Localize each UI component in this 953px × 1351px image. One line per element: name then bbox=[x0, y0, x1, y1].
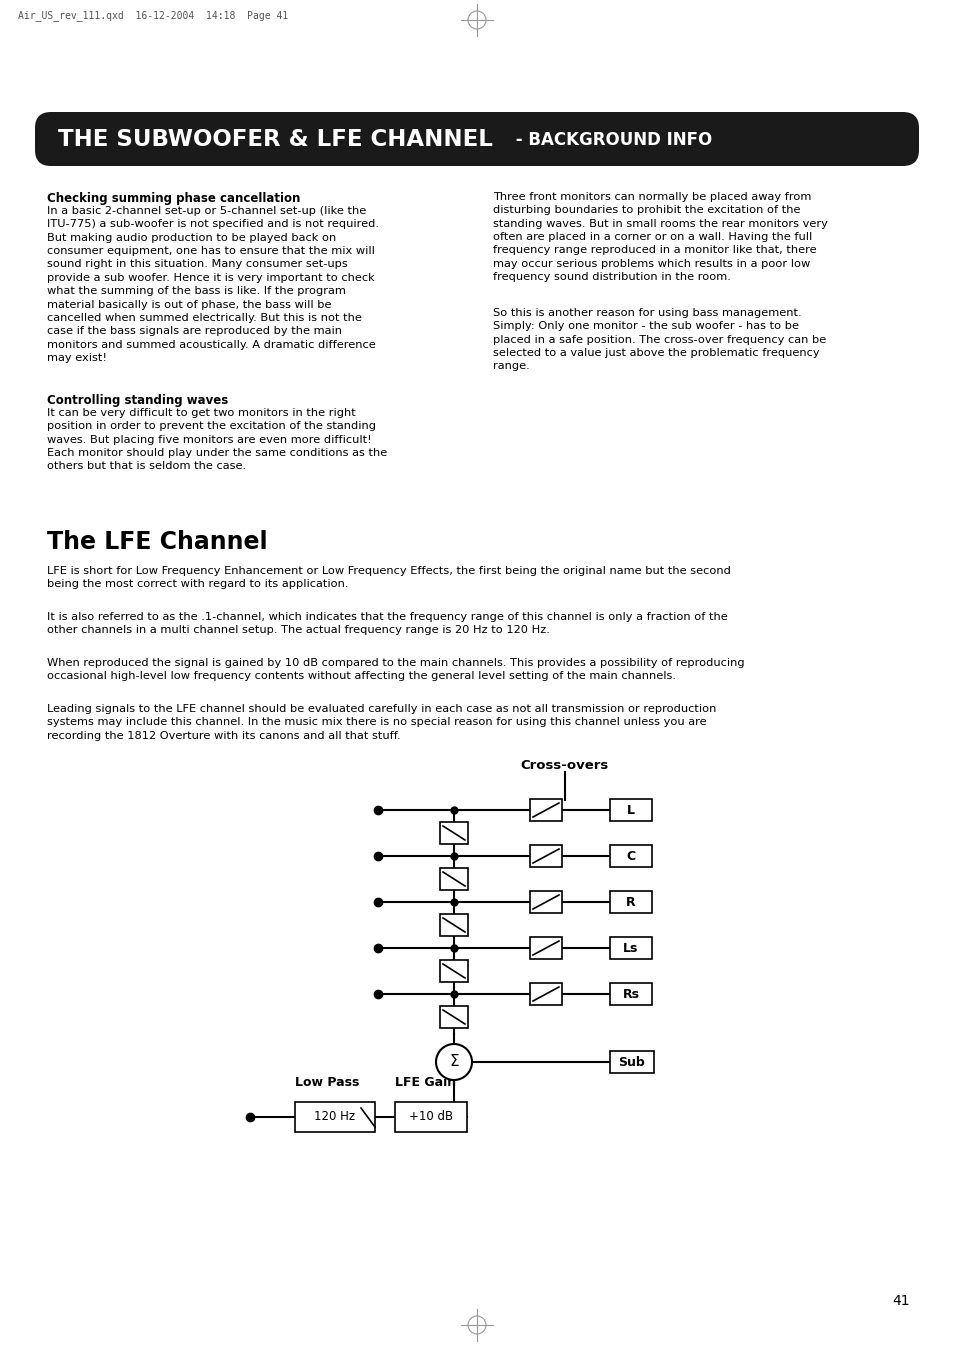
Bar bbox=[609, 798, 651, 821]
Text: The LFE Channel: The LFE Channel bbox=[47, 530, 268, 554]
Text: LFE Gain: LFE Gain bbox=[395, 1075, 456, 1089]
Bar bbox=[395, 1102, 467, 1132]
Text: Leading signals to the LFE channel should be evaluated carefully in each case as: Leading signals to the LFE channel shoul… bbox=[47, 704, 716, 740]
Bar bbox=[530, 938, 561, 959]
Text: When reproduced the signal is gained by 10 dB compared to the main channels. Thi: When reproduced the signal is gained by … bbox=[47, 658, 744, 681]
Text: In a basic 2-channel set-up or 5-channel set-up (like the
ITU-775) a sub-woofer : In a basic 2-channel set-up or 5-channel… bbox=[47, 205, 378, 363]
Bar bbox=[439, 1006, 468, 1028]
Text: Rs: Rs bbox=[622, 988, 639, 1001]
Text: 120 Hz: 120 Hz bbox=[314, 1111, 355, 1124]
Text: Checking summing phase cancellation: Checking summing phase cancellation bbox=[47, 192, 300, 205]
Text: Cross-overs: Cross-overs bbox=[520, 759, 608, 771]
FancyBboxPatch shape bbox=[35, 112, 918, 166]
Bar bbox=[439, 867, 468, 890]
Text: Sub: Sub bbox=[618, 1055, 644, 1069]
Text: C: C bbox=[626, 850, 635, 862]
Bar bbox=[609, 844, 651, 867]
Text: Ls: Ls bbox=[622, 942, 638, 955]
Bar bbox=[609, 984, 651, 1005]
Text: Σ: Σ bbox=[449, 1055, 458, 1070]
Text: LFE is short for Low Frequency Enhancement or Low Frequency Effects, the first b: LFE is short for Low Frequency Enhanceme… bbox=[47, 566, 730, 589]
Bar bbox=[530, 984, 561, 1005]
Circle shape bbox=[436, 1044, 472, 1079]
Text: Controlling standing waves: Controlling standing waves bbox=[47, 394, 228, 407]
Text: R: R bbox=[625, 896, 635, 908]
Text: It is also referred to as the .1-channel, which indicates that the frequency ran: It is also referred to as the .1-channel… bbox=[47, 612, 727, 635]
Bar bbox=[439, 821, 468, 844]
Text: THE SUBWOOFER & LFE CHANNEL: THE SUBWOOFER & LFE CHANNEL bbox=[58, 128, 493, 151]
Text: L: L bbox=[626, 804, 635, 816]
Text: +10 dB: +10 dB bbox=[409, 1111, 453, 1124]
Text: So this is another reason for using bass management.
Simply: Only one monitor - : So this is another reason for using bass… bbox=[493, 308, 825, 372]
Bar bbox=[294, 1102, 375, 1132]
Text: 41: 41 bbox=[891, 1294, 909, 1308]
Bar bbox=[609, 938, 651, 959]
Bar bbox=[609, 1051, 654, 1073]
Text: It can be very difficult to get two monitors in the right
position in order to p: It can be very difficult to get two moni… bbox=[47, 408, 387, 471]
Text: Air_US_rev_111.qxd  16-12-2004  14:18  Page 41: Air_US_rev_111.qxd 16-12-2004 14:18 Page… bbox=[18, 9, 288, 20]
Bar bbox=[439, 915, 468, 936]
Bar bbox=[530, 892, 561, 913]
Bar bbox=[530, 798, 561, 821]
Bar bbox=[530, 844, 561, 867]
Bar bbox=[439, 961, 468, 982]
Text: Three front monitors can normally be placed away from
disturbing boundaries to p: Three front monitors can normally be pla… bbox=[493, 192, 827, 282]
Text: - BACKGROUND INFO: - BACKGROUND INFO bbox=[510, 131, 712, 149]
Text: Low Pass: Low Pass bbox=[294, 1075, 359, 1089]
Bar bbox=[609, 892, 651, 913]
